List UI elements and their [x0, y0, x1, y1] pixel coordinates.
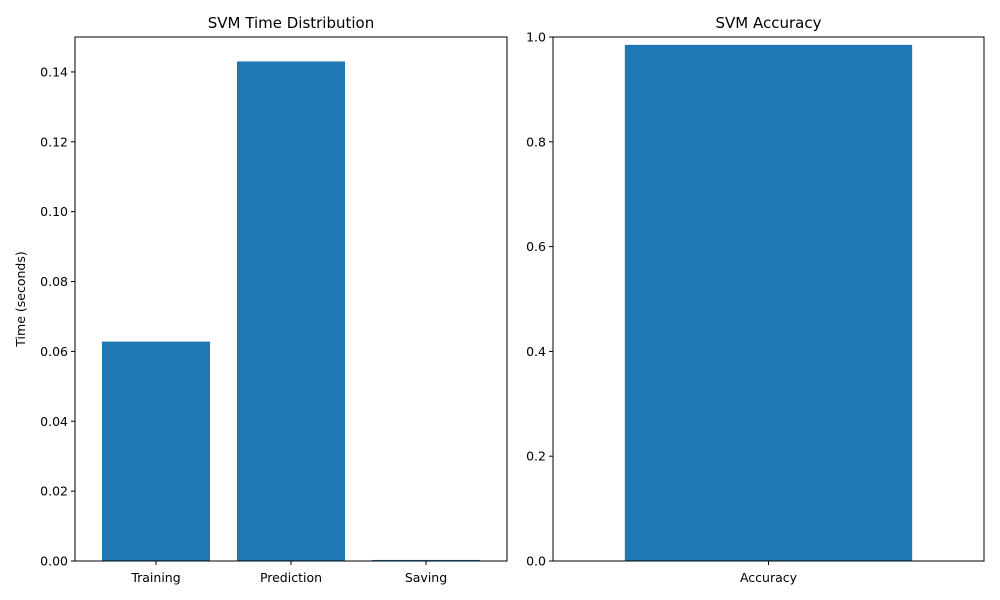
- time-y-tick-label: 0.06: [40, 344, 68, 359]
- time-x-tick-label: Saving: [405, 570, 447, 585]
- accuracy-chart-frame: [552, 36, 985, 562]
- time-y-tick-label: 0.00: [40, 554, 68, 569]
- accuracy-chart-marks: 0.0 0.2 0.4 0.6 0.8 1.0 Accuracy: [526, 30, 913, 585]
- time-chart-marks: 0.00 0.02 0.04 0.06 0.08 0.10 0.12 0.14 Training…: [40, 61, 480, 585]
- time-x-tick-label: Prediction: [260, 570, 322, 585]
- accuracy-y-tick-label: 0.4: [526, 344, 546, 359]
- time-y-axis-label: Time (seconds): [13, 251, 28, 347]
- time-chart-frame: [74, 36, 508, 562]
- time-y-tick-label: 0.08: [40, 274, 68, 289]
- accuracy-x-tick-label: Accuracy: [740, 570, 798, 585]
- time-x-tick-label: Training: [130, 570, 180, 585]
- time-bar-saving: [372, 559, 480, 561]
- time-distribution-panel: SVM Time Distribution Time (seconds) 0.0…: [13, 14, 508, 585]
- accuracy-y-tick-label: 0.0: [526, 554, 546, 569]
- time-y-tick-label: 0.10: [40, 204, 68, 219]
- time-y-tick-label: 0.04: [40, 414, 68, 429]
- time-y-tick-label: 0.02: [40, 484, 68, 499]
- accuracy-bar-accuracy: [624, 44, 913, 562]
- time-y-tick-label: 0.12: [40, 134, 68, 149]
- time-y-tick-label: 0.14: [40, 64, 68, 79]
- accuracy-panel: SVM Accuracy 0.0 0.2 0.4 0.6 0.8 1.0 Accuracy: [526, 14, 985, 585]
- accuracy-y-tick-label: 0.6: [526, 239, 546, 254]
- accuracy-chart-title: SVM Accuracy: [716, 14, 822, 32]
- accuracy-y-tick-label: 0.2: [526, 449, 546, 464]
- time-bar-training: [102, 341, 210, 561]
- time-chart-title: SVM Time Distribution: [208, 14, 374, 32]
- accuracy-y-tick-label: 1.0: [526, 30, 546, 45]
- time-bar-prediction: [237, 61, 345, 561]
- accuracy-y-tick-label: 0.8: [526, 134, 546, 149]
